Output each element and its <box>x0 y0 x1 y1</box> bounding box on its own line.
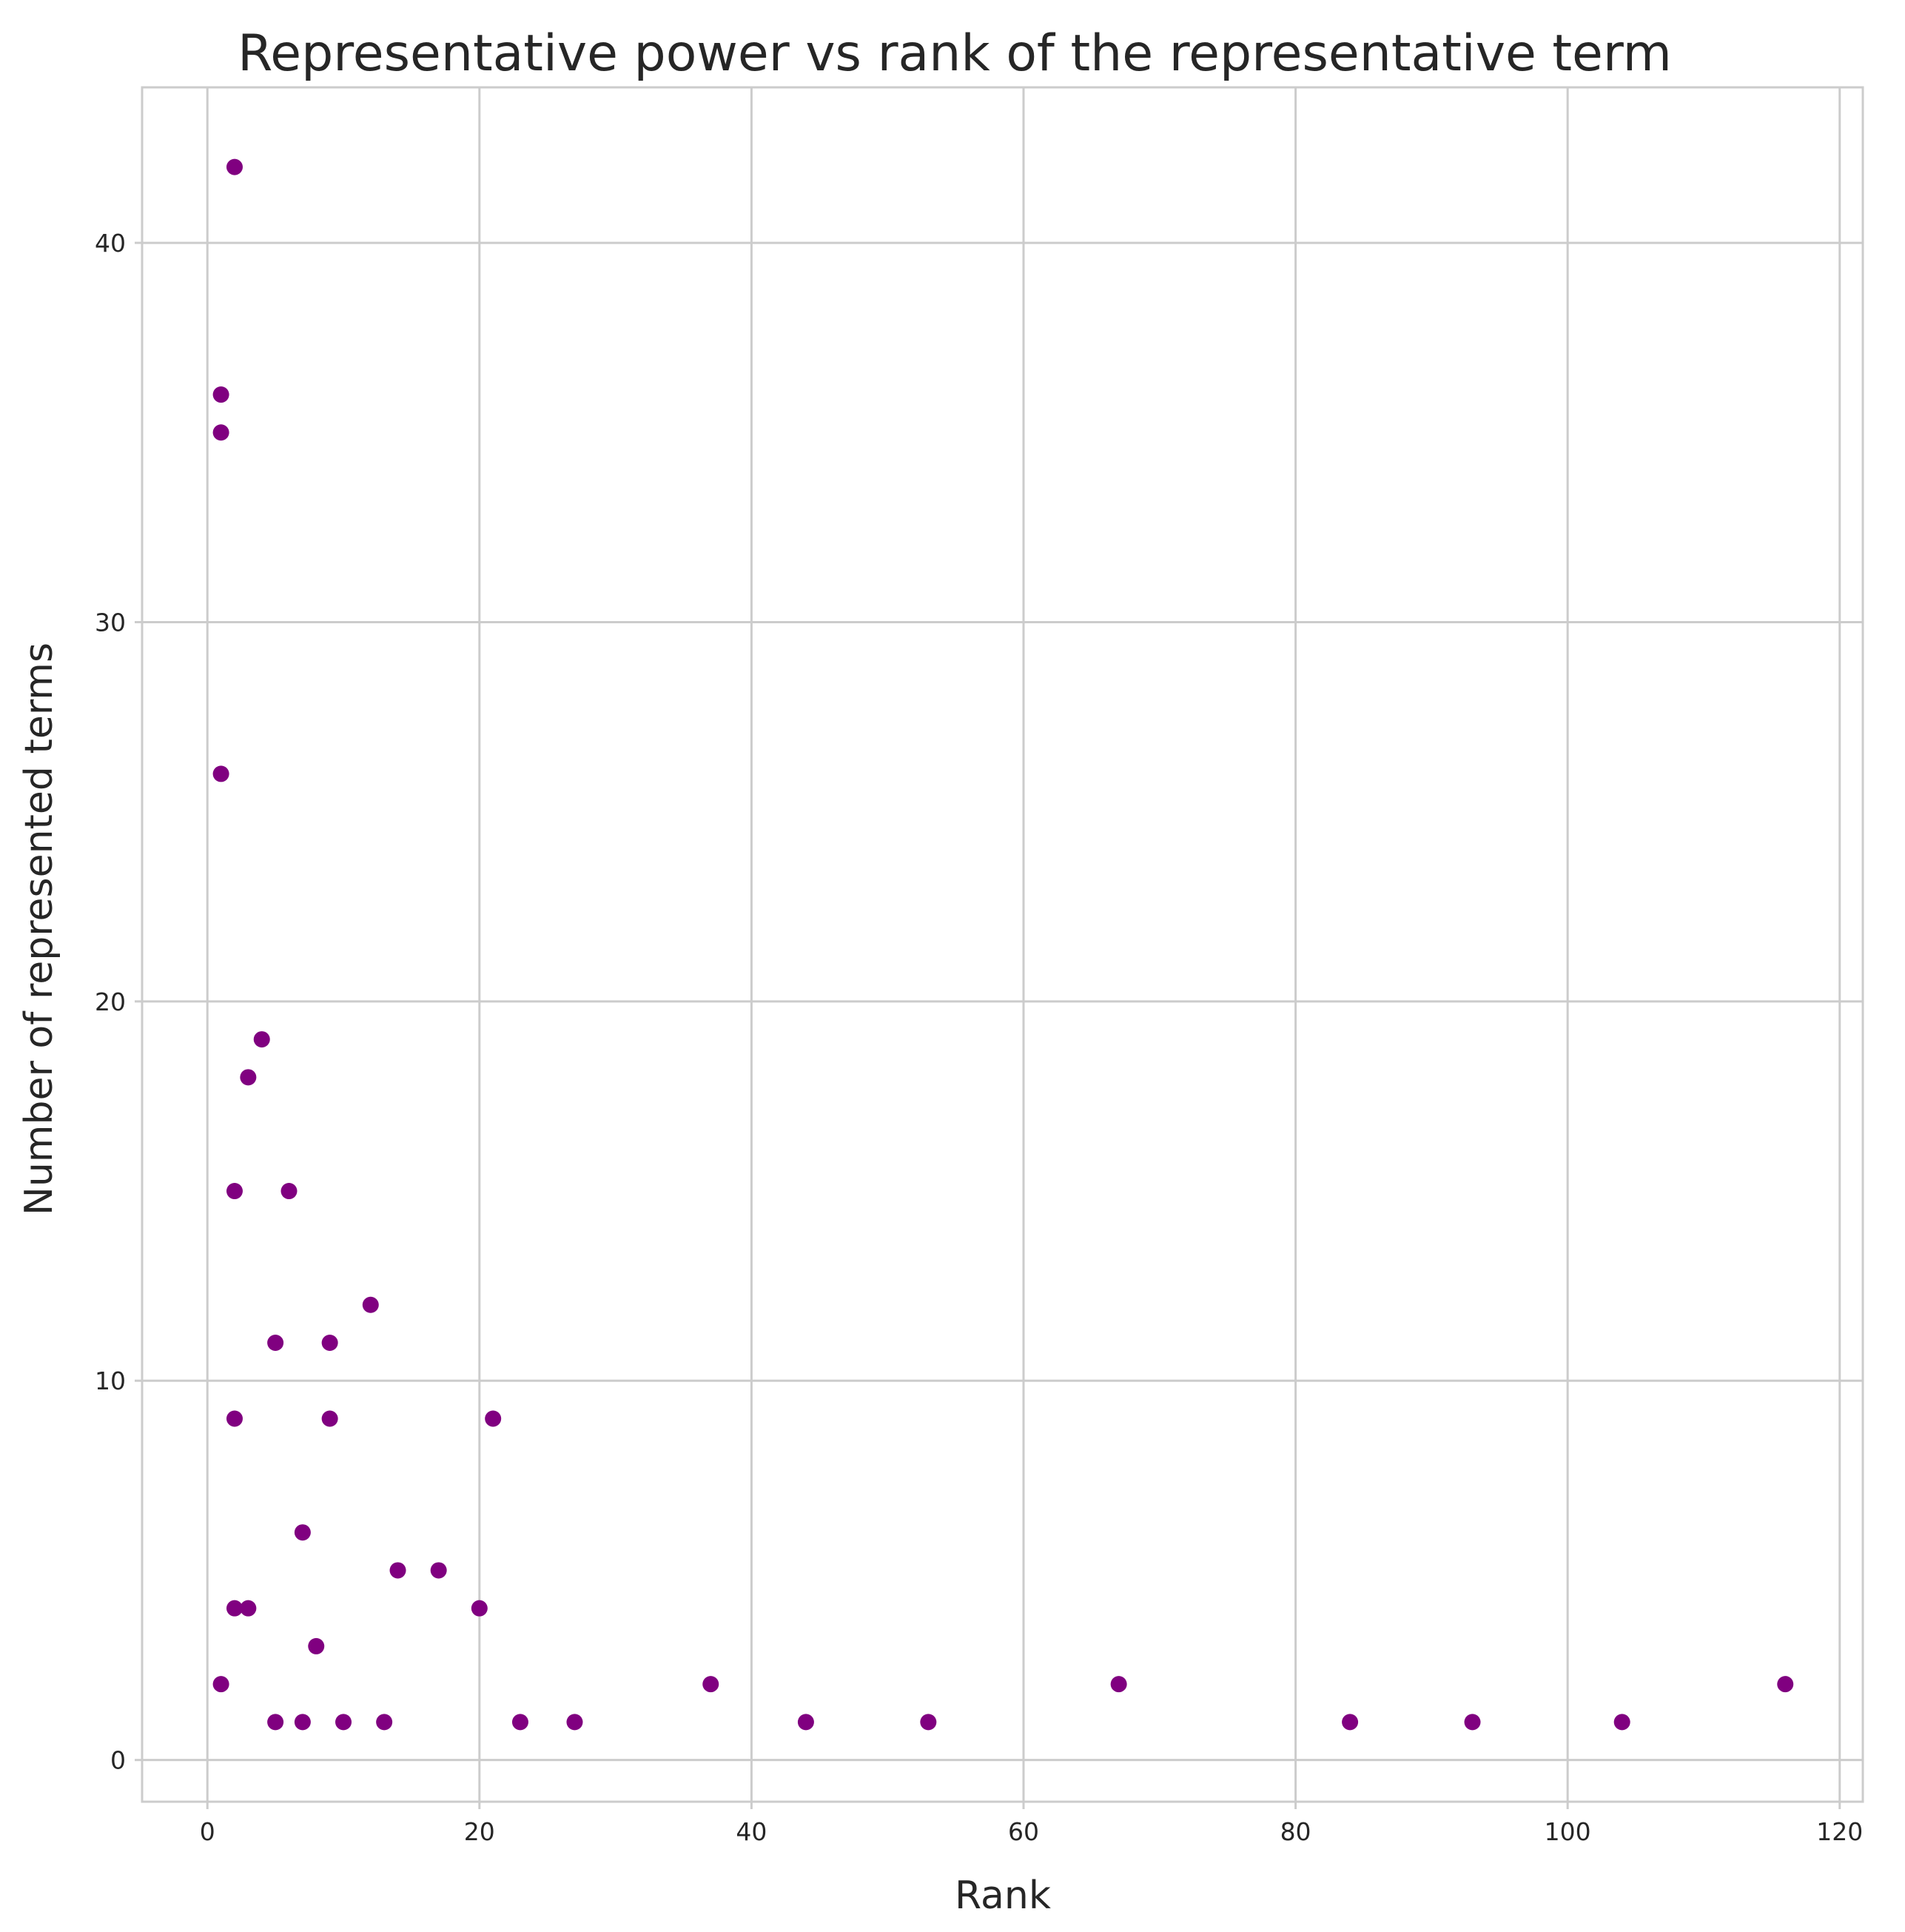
data-point <box>240 1069 257 1086</box>
data-point <box>430 1562 447 1579</box>
x-tick-label: 80 <box>1280 1817 1311 1846</box>
data-point <box>485 1410 502 1427</box>
data-point <box>511 1714 528 1731</box>
data-point <box>226 158 243 175</box>
data-point <box>362 1296 379 1313</box>
data-point <box>1110 1676 1127 1693</box>
data-point <box>226 1183 243 1200</box>
data-point <box>321 1410 338 1427</box>
data-point <box>267 1714 284 1731</box>
data-point <box>1464 1714 1481 1731</box>
data-point <box>212 765 229 782</box>
data-point <box>335 1714 352 1731</box>
chart-title: Representative power vs rank of the repr… <box>238 24 1672 83</box>
data-point <box>1613 1714 1630 1731</box>
data-point <box>1777 1676 1794 1693</box>
x-tick-label: 40 <box>736 1817 767 1846</box>
data-point <box>294 1524 311 1541</box>
data-point <box>294 1714 311 1731</box>
x-tick-label: 60 <box>1008 1817 1039 1846</box>
x-tick-label: 120 <box>1816 1817 1863 1846</box>
grid-lines <box>142 87 1863 1802</box>
y-tick-label: 20 <box>95 987 126 1016</box>
axis-ticks <box>135 241 1841 1809</box>
data-point <box>702 1676 719 1693</box>
tick-labels: 0 20 40 60 80 100 120 0 10 20 30 40 <box>95 229 1863 1846</box>
data-point <box>920 1714 937 1731</box>
data-points <box>212 158 1794 1731</box>
data-point <box>389 1562 406 1579</box>
data-point <box>212 386 229 403</box>
y-tick-label: 0 <box>110 1746 126 1775</box>
data-point <box>376 1714 393 1731</box>
data-point <box>253 1031 270 1048</box>
data-point <box>321 1335 338 1352</box>
data-point <box>1342 1714 1359 1731</box>
data-point <box>471 1600 488 1617</box>
data-point <box>212 1676 229 1693</box>
data-point <box>308 1637 325 1654</box>
data-point <box>226 1410 243 1427</box>
y-tick-label: 30 <box>95 608 126 637</box>
y-axis-label: Number of represented terms <box>17 643 61 1215</box>
x-axis-label: Rank <box>955 1874 1051 1918</box>
data-point <box>212 424 229 441</box>
data-point <box>267 1335 284 1352</box>
data-point <box>240 1600 257 1617</box>
plot-area-frame <box>141 86 1864 1803</box>
data-point <box>797 1714 814 1731</box>
data-point <box>280 1183 298 1200</box>
data-point <box>226 1600 243 1617</box>
x-tick-label: 100 <box>1545 1817 1591 1846</box>
data-point <box>566 1714 583 1731</box>
y-tick-label: 10 <box>95 1366 126 1395</box>
x-tick-label: 20 <box>464 1817 495 1846</box>
x-tick-label: 0 <box>200 1817 215 1846</box>
y-tick-label: 40 <box>95 229 126 258</box>
